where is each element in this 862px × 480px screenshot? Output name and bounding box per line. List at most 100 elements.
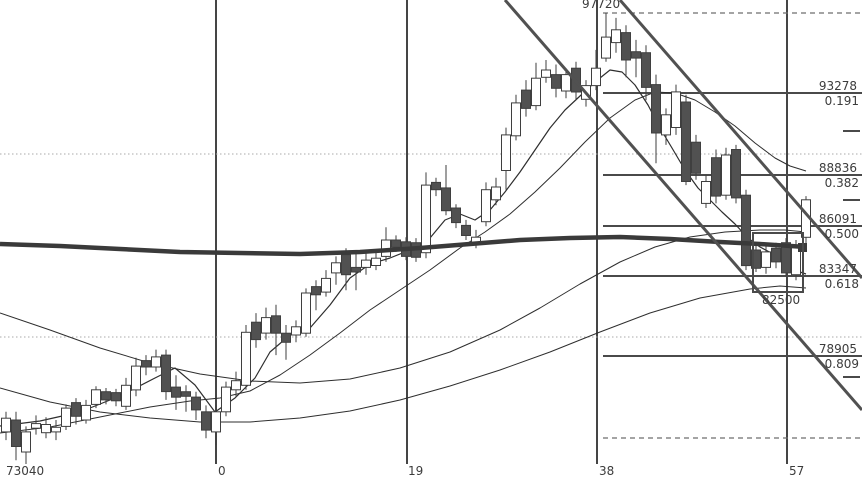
candle[interactable] — [301, 288, 311, 337]
candle-body-bull — [221, 386, 231, 413]
candle[interactable] — [451, 204, 461, 229]
candle[interactable] — [591, 49, 601, 91]
candle-body-bull — [611, 29, 621, 44]
candle[interactable] — [741, 189, 751, 271]
candle[interactable] — [251, 313, 261, 348]
candle-body-bear — [751, 249, 761, 269]
candle-body-bull — [1, 417, 11, 433]
candle[interactable] — [331, 256, 341, 285]
candle[interactable] — [671, 84, 681, 135]
candle[interactable] — [231, 371, 241, 398]
candle[interactable] — [651, 74, 661, 164]
candle[interactable] — [371, 250, 381, 271]
candle[interactable] — [41, 417, 51, 439]
candle[interactable] — [101, 388, 111, 405]
candle[interactable] — [701, 175, 711, 208]
candle[interactable] — [501, 127, 511, 190]
candle[interactable] — [51, 420, 61, 441]
candle-body-bull — [241, 331, 251, 386]
candle-body-bull — [41, 424, 51, 434]
candle[interactable] — [621, 25, 631, 78]
candle[interactable] — [161, 349, 171, 400]
candle-body-bull — [511, 102, 521, 137]
candle[interactable] — [311, 280, 321, 311]
candle-body-bear — [551, 74, 561, 89]
trend-channel-line[interactable] — [503, 0, 862, 411]
candle[interactable] — [181, 385, 191, 412]
candle[interactable] — [711, 149, 721, 204]
candle[interactable] — [171, 375, 181, 410]
candle-body-bear — [281, 332, 291, 343]
candle-body-bear — [201, 411, 211, 431]
candle[interactable] — [561, 68, 571, 99]
candle[interactable] — [731, 144, 741, 204]
trend-channel-line[interactable] — [618, 0, 862, 279]
candle[interactable] — [11, 411, 21, 461]
candle-body-bear — [111, 392, 121, 402]
candle-body-bull — [421, 184, 431, 254]
candle-body-bull — [151, 356, 161, 368]
candle[interactable] — [21, 426, 31, 464]
candle[interactable] — [261, 307, 271, 340]
candle-body-bear — [161, 354, 171, 393]
candle-body-bear — [11, 419, 21, 447]
candle[interactable] — [661, 108, 671, 145]
candle[interactable] — [761, 246, 771, 274]
candle[interactable] — [541, 60, 551, 83]
candle[interactable] — [71, 398, 81, 425]
candle-body-bear — [311, 286, 321, 296]
candle[interactable] — [271, 304, 281, 356]
candle[interactable] — [151, 349, 161, 372]
candle[interactable] — [611, 17, 621, 53]
candle[interactable] — [691, 134, 701, 180]
candle[interactable] — [211, 405, 221, 445]
candle-body-bear — [451, 207, 461, 224]
candle[interactable] — [61, 404, 71, 430]
candle[interactable] — [1, 411, 11, 441]
candle[interactable] — [551, 64, 561, 98]
candle[interactable] — [81, 399, 91, 424]
candle[interactable] — [721, 147, 731, 200]
candle[interactable] — [131, 357, 141, 397]
candle[interactable] — [441, 165, 451, 216]
candle[interactable] — [521, 80, 531, 117]
candle[interactable] — [31, 415, 41, 435]
candle-body-bull — [481, 189, 491, 223]
candle[interactable] — [201, 405, 211, 439]
candle[interactable] — [191, 391, 201, 420]
candle[interactable] — [241, 325, 251, 390]
candle[interactable] — [751, 242, 761, 272]
candle[interactable] — [461, 219, 471, 240]
candle[interactable] — [221, 381, 231, 417]
candle[interactable] — [91, 386, 101, 409]
candle[interactable] — [601, 13, 611, 62]
candle[interactable] — [681, 94, 691, 186]
candle[interactable] — [421, 172, 431, 259]
candle[interactable] — [111, 388, 121, 407]
candle-body-bull — [31, 423, 41, 429]
candle[interactable] — [381, 227, 391, 262]
candle-body-bull — [371, 257, 381, 267]
price-box[interactable] — [752, 232, 804, 293]
candle[interactable] — [481, 182, 491, 227]
candle-body-bull — [211, 411, 221, 433]
candle[interactable] — [281, 325, 291, 360]
candle[interactable] — [291, 320, 301, 343]
candle-body-bear — [741, 194, 751, 267]
candle-body-bull — [91, 389, 101, 405]
candle-body-bear — [391, 239, 401, 248]
candle[interactable] — [351, 251, 361, 291]
candle[interactable] — [361, 252, 371, 275]
candle[interactable] — [641, 45, 651, 101]
candle[interactable] — [511, 94, 521, 141]
candle[interactable] — [321, 270, 331, 297]
candle-body-bear — [181, 391, 191, 397]
candle[interactable] — [141, 355, 151, 376]
candle-body-bull — [501, 134, 511, 171]
candle[interactable] — [121, 377, 131, 410]
candle[interactable] — [531, 62, 541, 111]
candle[interactable] — [631, 39, 641, 78]
candle[interactable] — [431, 177, 441, 197]
candle[interactable] — [491, 177, 501, 206]
